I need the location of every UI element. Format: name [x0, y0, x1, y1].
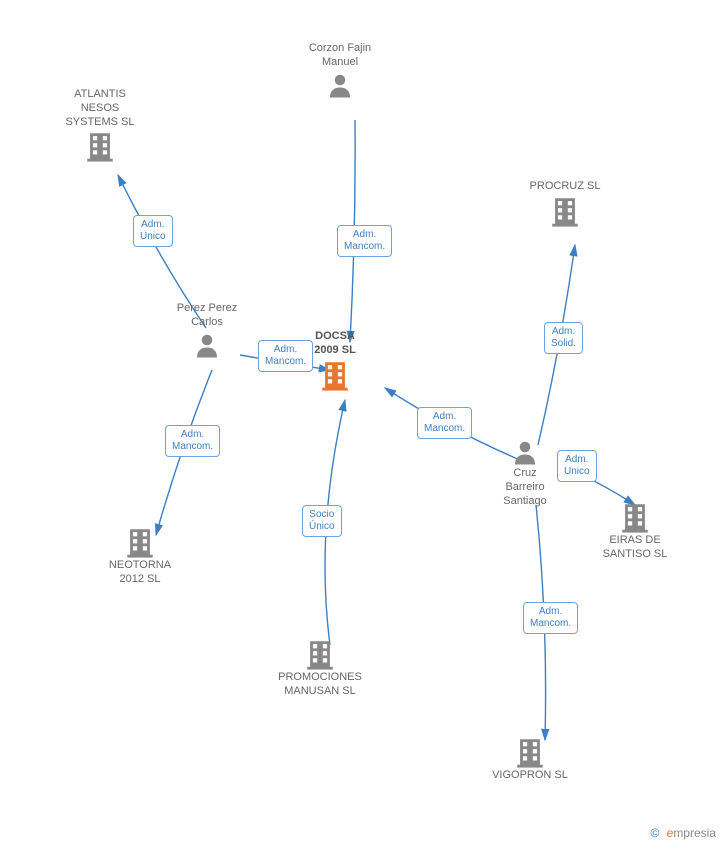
building-icon [83, 129, 117, 163]
edge-label-cruz-eiras: Adm. Unico [557, 450, 597, 482]
node-eiras: EIRAS DESANTISO SL [585, 500, 685, 562]
node-procruz: PROCRUZ SL [515, 180, 615, 228]
edge-label-perez-docsa: Adm. Mancom. [258, 340, 313, 372]
node-label: Corzon FajinManuel [290, 42, 390, 70]
building-icon [318, 358, 352, 392]
building-icon [548, 194, 582, 228]
building-icon [513, 735, 547, 769]
edge-label-cruz-procruz: Adm. Solid. [544, 322, 583, 354]
person-icon [510, 437, 540, 467]
edge-label-promociones-docsa: Socio Único [302, 505, 342, 537]
node-atlantis: ATLANTISNESOSSYSTEMS SL [50, 88, 150, 163]
node-label: PROCRUZ SL [515, 180, 615, 194]
building-icon [123, 525, 157, 559]
node-label: Perez PerezCarlos [157, 302, 257, 330]
building-icon [618, 500, 652, 534]
edge-label-cruz-docsa: Adm. Mancom. [417, 407, 472, 439]
node-label: VIGOPRON SL [480, 769, 580, 783]
node-label: ATLANTISNESOSSYSTEMS SL [50, 88, 150, 129]
copyright-symbol: © [650, 826, 659, 840]
node-label: EIRAS DESANTISO SL [585, 534, 685, 562]
node-label: NEOTORNA2012 SL [90, 559, 190, 587]
edge-label-corzon-docsa: Adm. Mancom. [337, 225, 392, 257]
node-label: PROMOCIONESMANUSAN SL [270, 671, 370, 699]
person-icon [192, 330, 222, 360]
edge-label-perez-neotorna: Adm. Mancom. [165, 425, 220, 457]
person-icon [325, 70, 355, 100]
brand-text: empresia [667, 826, 716, 840]
edge-label-perez-atlantis: Adm. Unico [133, 215, 173, 247]
node-perez: Perez PerezCarlos [157, 302, 257, 360]
edge-label-cruz-vigopron: Adm. Mancom. [523, 602, 578, 634]
watermark: © empresia [650, 826, 716, 840]
node-promociones: PROMOCIONESMANUSAN SL [270, 637, 370, 699]
node-neotorna: NEOTORNA2012 SL [90, 525, 190, 587]
node-corzon: Corzon FajinManuel [290, 42, 390, 100]
building-icon [303, 637, 337, 671]
node-vigopron: VIGOPRON SL [480, 735, 580, 783]
